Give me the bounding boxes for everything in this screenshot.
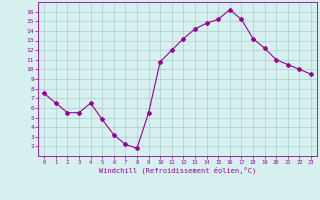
X-axis label: Windchill (Refroidissement éolien,°C): Windchill (Refroidissement éolien,°C) <box>99 167 256 174</box>
